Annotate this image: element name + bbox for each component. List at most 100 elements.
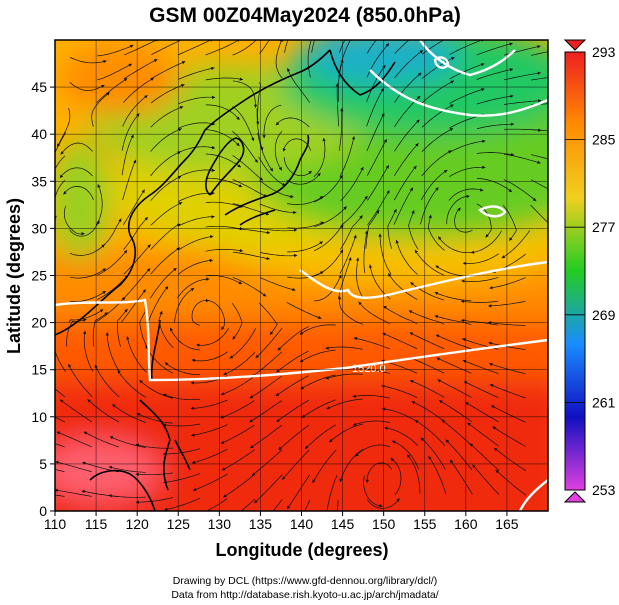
streamline	[150, 128, 182, 152]
streamline-arrowhead	[352, 394, 356, 398]
streamline-arrowhead	[462, 359, 467, 363]
streamline	[393, 187, 414, 225]
streamline-arrowhead	[262, 293, 267, 297]
streamline-arrowhead	[105, 332, 109, 336]
streamline-arrowhead	[238, 184, 243, 188]
streamline-arrowhead	[325, 513, 328, 516]
streamline-arrowhead	[376, 210, 380, 214]
x-tick-label: 135	[249, 516, 273, 532]
streamline-arrowhead	[450, 104, 454, 108]
streamline-arrowhead	[479, 188, 484, 192]
streamline-arrowhead	[28, 436, 31, 439]
streamline-arrowhead	[291, 533, 294, 536]
streamline-arrowhead	[465, 402, 469, 406]
streamline	[381, 408, 418, 423]
streamline	[122, 94, 148, 127]
streamline	[409, 357, 445, 374]
streamline	[249, 375, 283, 399]
streamline-arrowhead	[144, 95, 148, 99]
streamline	[205, 201, 243, 208]
streamline	[272, 499, 283, 511]
streamline	[476, 95, 514, 105]
streamline-arrowhead	[191, 433, 195, 437]
credit-data-source: Data from http://database.rish.kyoto-u.a…	[171, 589, 438, 601]
y-tick-label: 10	[31, 409, 47, 425]
streamline	[263, 104, 282, 139]
streamline	[251, 351, 283, 378]
streamline	[409, 332, 445, 350]
streamline-arrowhead	[319, 241, 323, 245]
streamline	[314, 206, 347, 228]
streamline-arrowhead	[409, 187, 413, 192]
streamline-arrowhead	[81, 232, 85, 236]
streamline-arrowhead	[308, 171, 312, 175]
streamline-arrowhead	[191, 358, 196, 363]
streamline-arrowhead	[317, 315, 322, 320]
streamline	[366, 139, 388, 176]
lat-lon-grid	[55, 40, 548, 511]
streamline-arrowhead	[102, 291, 106, 295]
streamline	[489, 277, 526, 289]
streamline-arrowhead	[55, 460, 59, 465]
streamline	[249, 400, 282, 423]
streamline-arrowhead	[467, 422, 471, 426]
streamline	[259, 277, 296, 291]
streamline-arrowhead	[47, 189, 50, 192]
x-tick-label: 145	[331, 516, 355, 532]
streamline	[232, 227, 271, 234]
streamline	[472, 464, 500, 495]
streamline-arrowhead	[117, 370, 121, 374]
x-axis-label: Longitude (degrees)	[215, 540, 388, 560]
streamline	[411, 401, 445, 422]
streamline-arrowhead	[450, 459, 454, 464]
streamline	[421, 150, 452, 177]
streamline	[337, 59, 344, 102]
colorbar-tick-label: 277	[592, 219, 616, 235]
streamline	[495, 469, 527, 496]
colorbar: 253 261 269 277 285 293	[563, 39, 616, 503]
y-tick-label: 35	[31, 173, 47, 189]
streamline	[281, 449, 310, 480]
streamline	[70, 268, 107, 279]
streamline	[121, 113, 140, 151]
streamline-arrowhead	[434, 314, 439, 319]
streamline	[421, 127, 454, 152]
streamline	[299, 324, 336, 335]
streamline-arrowhead	[443, 169, 448, 174]
colorbar-bar	[564, 51, 586, 491]
streamline-arrowhead	[83, 431, 88, 435]
streamline	[304, 499, 311, 511]
streamline-arrowhead	[266, 256, 270, 261]
streamline-arrowhead	[144, 217, 148, 221]
streamline	[164, 362, 201, 375]
streamline	[339, 40, 346, 54]
streamline	[122, 159, 137, 200]
streamline-arrowhead	[461, 279, 465, 283]
streamline	[460, 300, 499, 303]
streamline	[428, 455, 447, 494]
streamline-arrowhead	[490, 384, 494, 388]
streamline-arrowhead	[329, 438, 333, 443]
streamline-arrowhead	[104, 312, 108, 316]
streamline-arrowhead	[409, 332, 414, 336]
streamline	[223, 474, 256, 498]
streamline	[259, 203, 297, 213]
streamline	[259, 40, 270, 55]
streamline	[190, 399, 228, 409]
streamline	[287, 271, 324, 279]
streamline	[313, 137, 326, 177]
streamline-arrowhead	[337, 296, 342, 300]
streamline	[461, 277, 499, 282]
streamline	[178, 169, 215, 178]
streamline	[469, 443, 500, 471]
streamline-arrowhead	[532, 197, 537, 201]
streamline	[383, 305, 418, 325]
streamline-arrowhead	[382, 332, 386, 336]
streamline	[286, 302, 322, 319]
streamline-arrowhead	[211, 168, 215, 172]
contour-closed-east	[477, 205, 507, 218]
streamline	[123, 58, 158, 80]
x-tick-label: 130	[208, 516, 232, 532]
streamline	[394, 72, 422, 103]
streamline	[406, 454, 421, 494]
